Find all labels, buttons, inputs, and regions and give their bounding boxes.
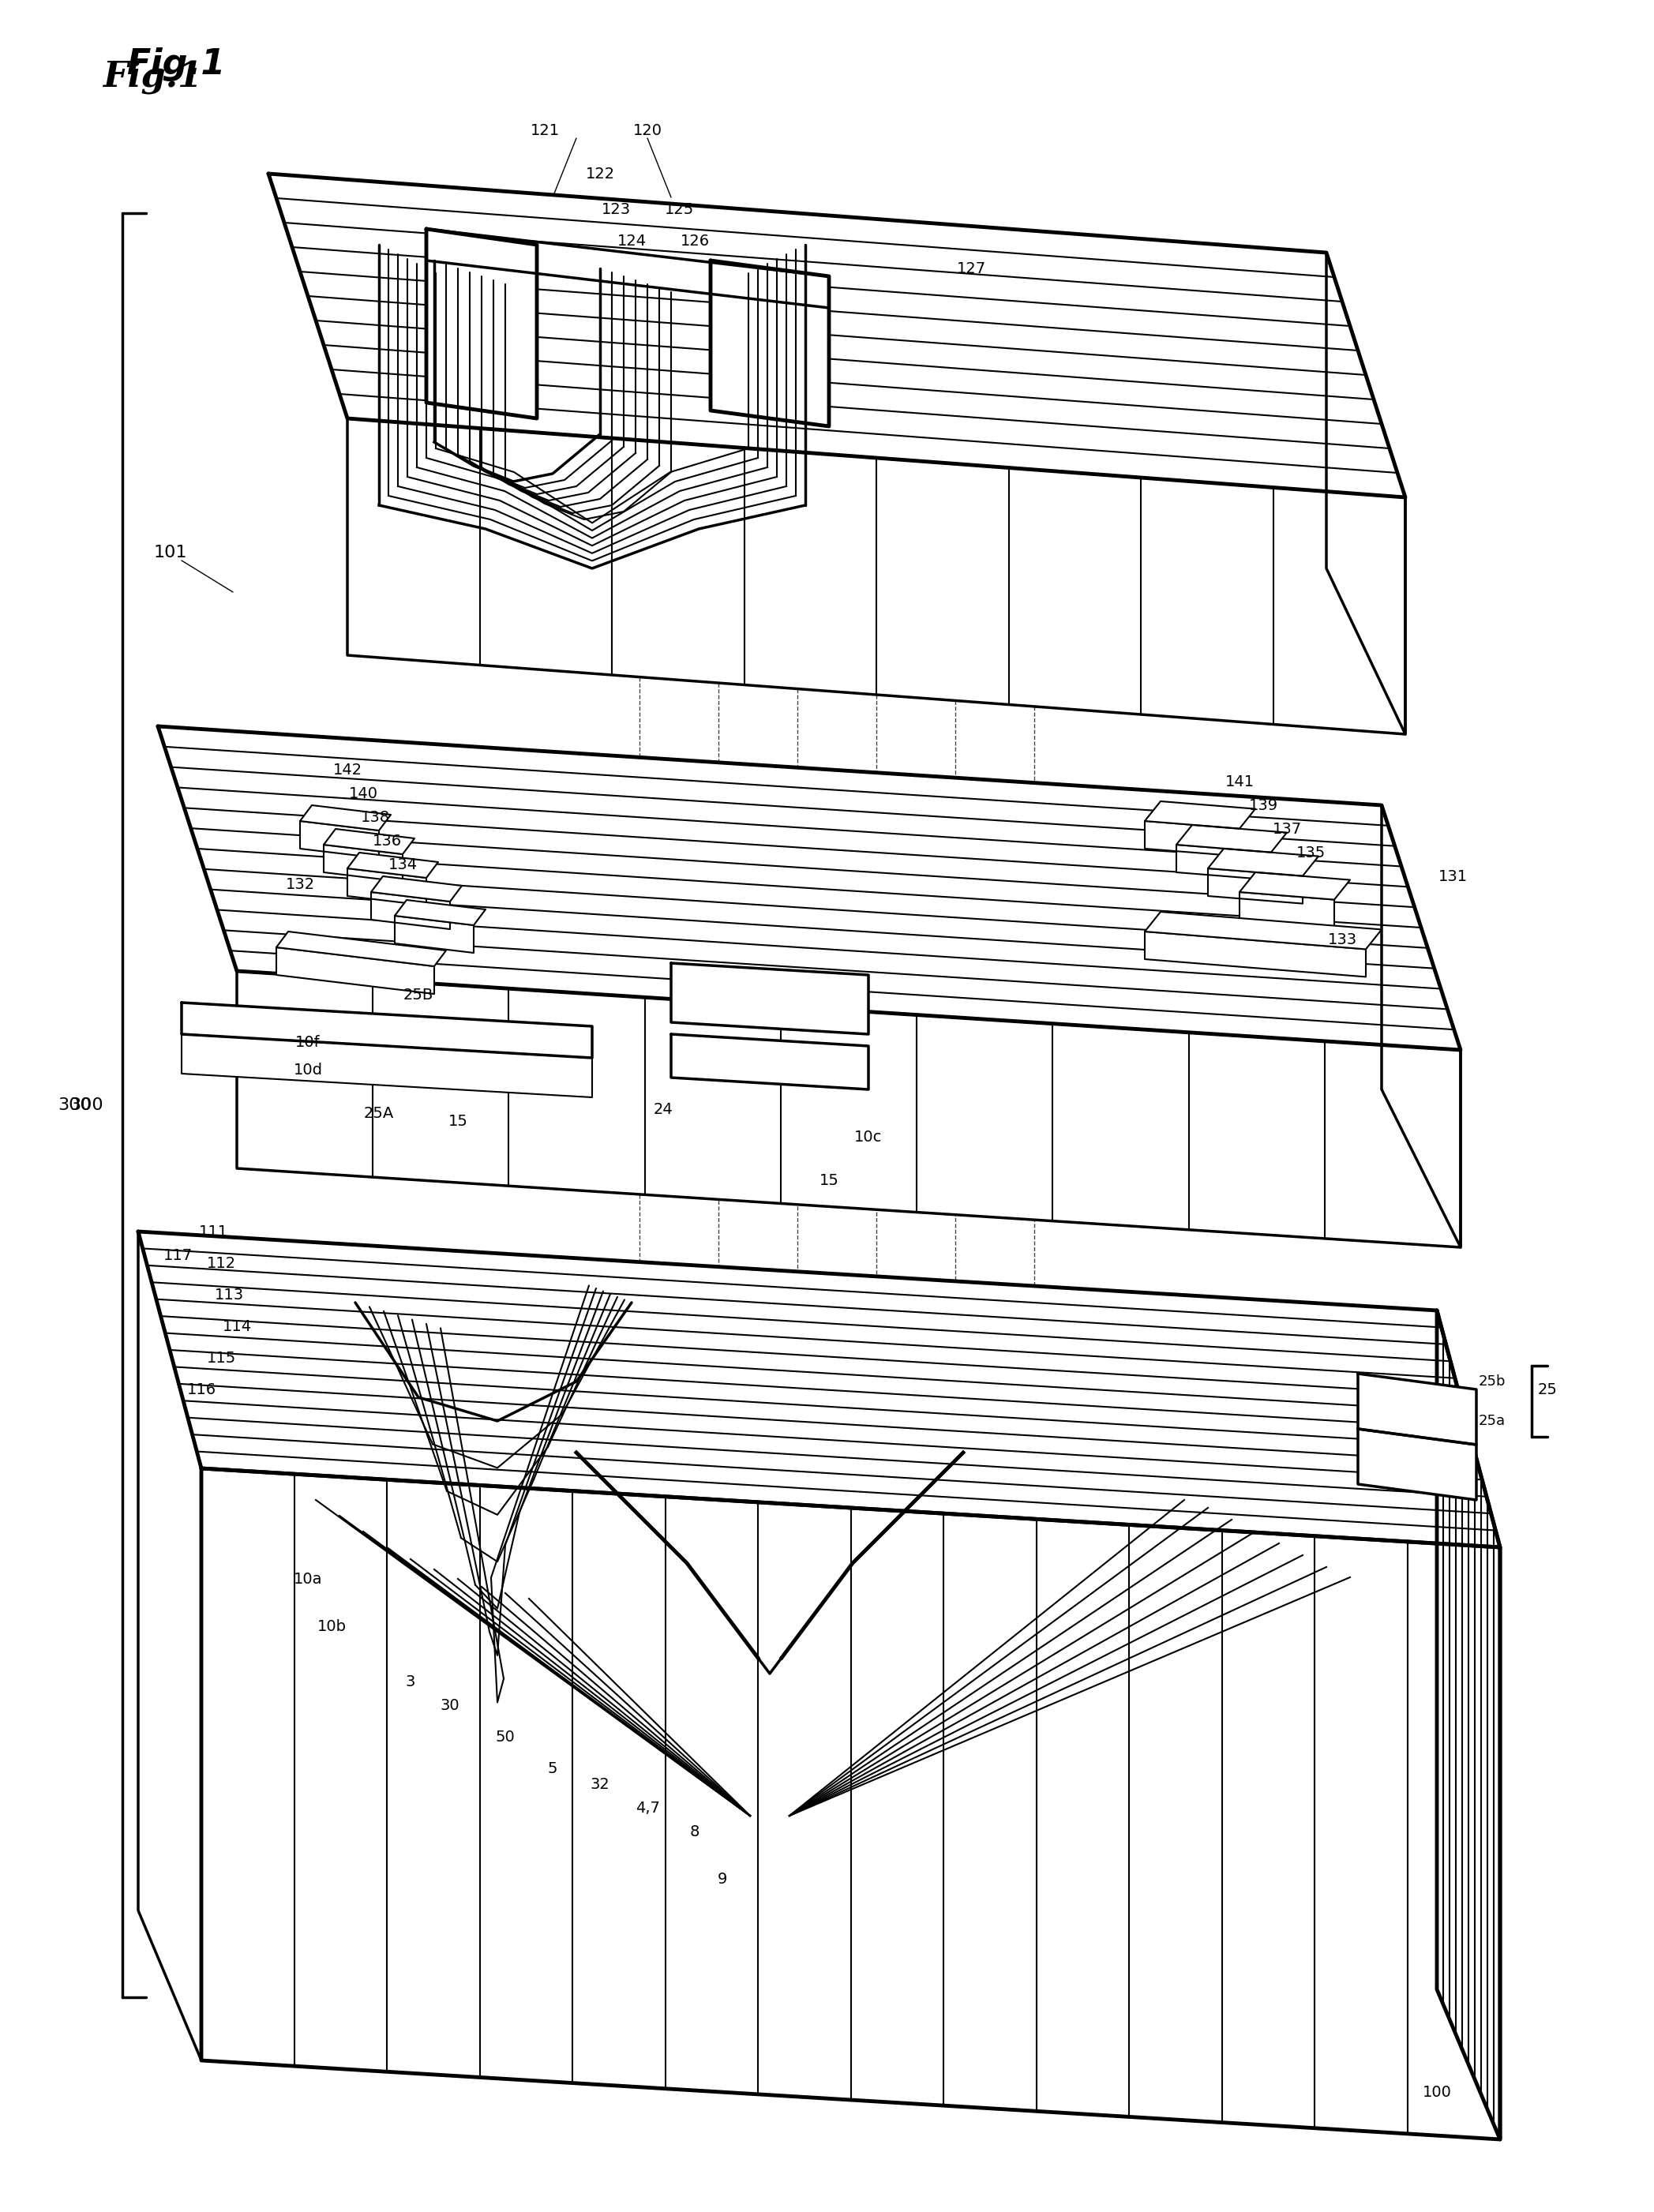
Polygon shape bbox=[427, 228, 538, 418]
Text: 116: 116 bbox=[187, 1382, 217, 1398]
Text: 112: 112 bbox=[207, 1256, 237, 1270]
Polygon shape bbox=[237, 971, 1460, 1248]
Polygon shape bbox=[347, 418, 1406, 734]
Polygon shape bbox=[347, 852, 438, 878]
Polygon shape bbox=[324, 845, 402, 883]
Text: 133: 133 bbox=[1328, 931, 1356, 947]
Polygon shape bbox=[1358, 1374, 1477, 1444]
Polygon shape bbox=[276, 947, 435, 993]
Text: 24: 24 bbox=[653, 1102, 673, 1117]
Text: 25B: 25B bbox=[404, 987, 433, 1002]
Text: 25a: 25a bbox=[1479, 1413, 1505, 1429]
Text: 132: 132 bbox=[286, 876, 314, 891]
Polygon shape bbox=[182, 1002, 592, 1057]
Text: 9: 9 bbox=[718, 1871, 728, 1887]
Text: 25b: 25b bbox=[1479, 1374, 1505, 1389]
Text: 123: 123 bbox=[600, 201, 630, 217]
Text: 131: 131 bbox=[1437, 869, 1467, 885]
Text: 30: 30 bbox=[440, 1697, 460, 1712]
Polygon shape bbox=[1176, 845, 1270, 880]
Text: 300: 300 bbox=[69, 1097, 104, 1113]
Polygon shape bbox=[672, 962, 868, 1035]
Polygon shape bbox=[1176, 825, 1287, 852]
Polygon shape bbox=[1145, 821, 1239, 856]
Polygon shape bbox=[1145, 801, 1255, 830]
Polygon shape bbox=[1207, 849, 1318, 876]
Polygon shape bbox=[395, 916, 473, 953]
Text: 115: 115 bbox=[207, 1349, 237, 1365]
Text: 10a: 10a bbox=[293, 1571, 323, 1586]
Polygon shape bbox=[139, 1232, 1500, 1548]
Polygon shape bbox=[276, 931, 447, 967]
Polygon shape bbox=[1145, 931, 1366, 978]
Polygon shape bbox=[182, 1035, 592, 1097]
Text: 10f: 10f bbox=[296, 1035, 321, 1048]
Polygon shape bbox=[324, 830, 415, 854]
Text: 135: 135 bbox=[1295, 845, 1325, 860]
Text: 32: 32 bbox=[590, 1776, 610, 1792]
Polygon shape bbox=[370, 891, 450, 929]
Polygon shape bbox=[139, 1232, 202, 2059]
Text: 126: 126 bbox=[680, 232, 710, 248]
Polygon shape bbox=[1358, 1429, 1477, 1500]
Polygon shape bbox=[268, 175, 1406, 498]
Polygon shape bbox=[347, 869, 427, 905]
Text: 141: 141 bbox=[1226, 774, 1254, 790]
Polygon shape bbox=[157, 726, 1460, 1051]
Text: 113: 113 bbox=[215, 1287, 243, 1303]
Polygon shape bbox=[427, 228, 829, 307]
Text: 124: 124 bbox=[617, 232, 647, 248]
Text: 136: 136 bbox=[372, 834, 402, 847]
Polygon shape bbox=[711, 261, 829, 427]
Text: Fig.1: Fig.1 bbox=[126, 46, 225, 82]
Text: 114: 114 bbox=[222, 1318, 251, 1334]
Polygon shape bbox=[202, 1469, 1500, 2139]
Text: 125: 125 bbox=[665, 201, 693, 217]
Text: 10b: 10b bbox=[318, 1619, 346, 1635]
Text: 25A: 25A bbox=[364, 1106, 394, 1121]
Text: 138: 138 bbox=[361, 810, 390, 825]
Polygon shape bbox=[1437, 1310, 1500, 2139]
Text: 120: 120 bbox=[633, 122, 662, 137]
Polygon shape bbox=[1381, 805, 1460, 1248]
Text: 100: 100 bbox=[1422, 2084, 1452, 2099]
Text: 3: 3 bbox=[405, 1674, 415, 1690]
Polygon shape bbox=[370, 876, 461, 902]
Polygon shape bbox=[672, 1035, 868, 1091]
Polygon shape bbox=[299, 805, 390, 830]
Text: 127: 127 bbox=[956, 261, 986, 276]
Text: 134: 134 bbox=[389, 856, 417, 872]
Text: 5: 5 bbox=[547, 1761, 557, 1776]
Polygon shape bbox=[1327, 252, 1406, 734]
Text: 15: 15 bbox=[819, 1172, 839, 1188]
Polygon shape bbox=[1239, 891, 1335, 927]
Text: 139: 139 bbox=[1249, 799, 1279, 812]
Text: 4,7: 4,7 bbox=[635, 1801, 660, 1816]
Text: 50: 50 bbox=[496, 1730, 514, 1745]
Text: 10c: 10c bbox=[855, 1130, 883, 1144]
Polygon shape bbox=[1207, 869, 1303, 902]
Polygon shape bbox=[395, 900, 486, 925]
Text: 15: 15 bbox=[448, 1113, 468, 1128]
Text: 140: 140 bbox=[349, 785, 377, 801]
Text: 122: 122 bbox=[586, 166, 615, 181]
Polygon shape bbox=[299, 821, 379, 858]
Text: 137: 137 bbox=[1272, 821, 1302, 836]
Text: 10d: 10d bbox=[293, 1062, 323, 1077]
Text: 101: 101 bbox=[154, 544, 187, 560]
Text: 117: 117 bbox=[164, 1248, 192, 1263]
Text: 25: 25 bbox=[1538, 1382, 1556, 1398]
Text: 142: 142 bbox=[332, 763, 362, 776]
Polygon shape bbox=[1239, 872, 1350, 900]
Text: 121: 121 bbox=[529, 122, 559, 137]
Polygon shape bbox=[1145, 911, 1381, 949]
Text: 8: 8 bbox=[690, 1825, 700, 1838]
Text: 111: 111 bbox=[198, 1223, 228, 1239]
Text: Fig.1: Fig.1 bbox=[103, 60, 202, 93]
Text: 300: 300 bbox=[58, 1097, 93, 1113]
